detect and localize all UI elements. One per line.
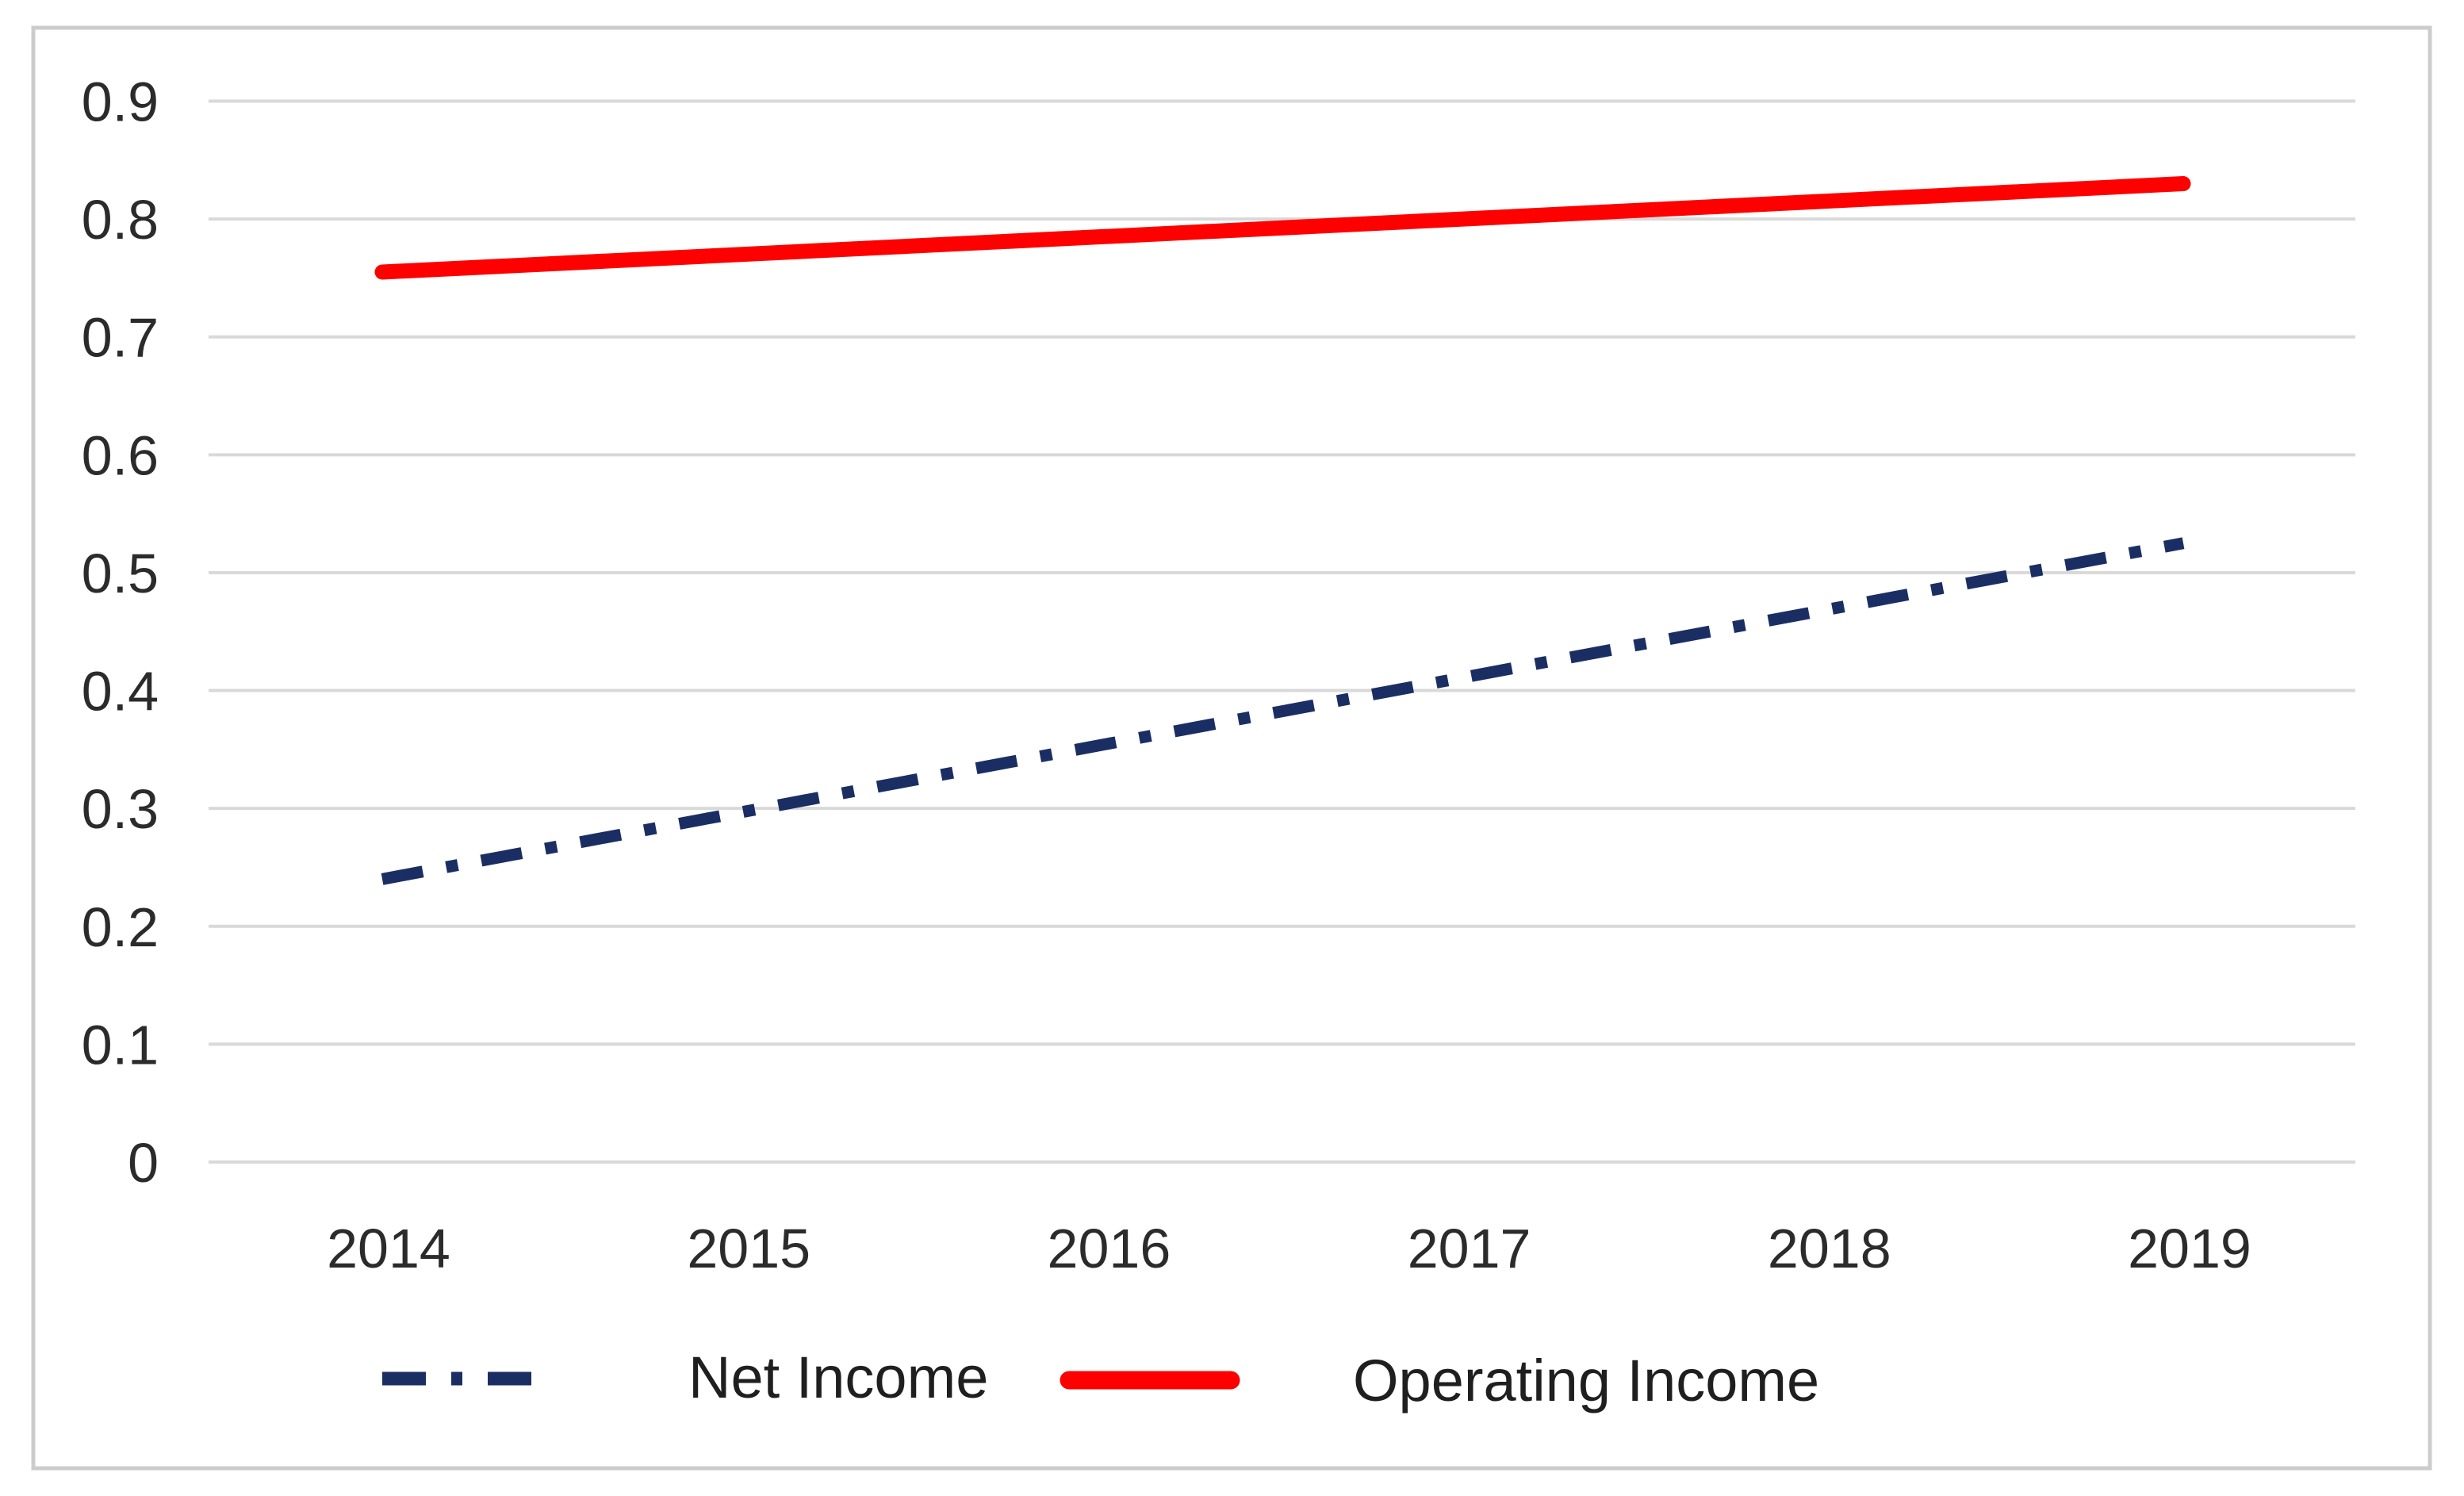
x-axis-tick-labels: 2014 2015 2016 2017 2018 2019 [327,1218,2251,1279]
x-tick-label: 2017 [1408,1218,1531,1279]
y-tick-label: 0.6 [82,424,159,486]
x-tick-label: 2014 [327,1218,450,1279]
x-tick-label: 2019 [2128,1218,2251,1279]
net-income-line [381,537,2185,885]
y-tick-label: 0.4 [82,661,159,723]
y-tick-label: 0.1 [82,1014,159,1076]
y-tick-label: 0.2 [82,896,159,958]
y-tick-label: 0.3 [82,778,159,840]
series-lines [374,176,2191,885]
x-tick-label: 2016 [1048,1218,1171,1279]
y-tick-label: 0.8 [82,189,159,251]
y-tick-label: 0 [128,1132,159,1194]
operating-income-line [374,176,2191,280]
y-axis-tick-labels: 0 0.1 0.2 0.3 0.4 0.5 0.6 0.7 0.8 0.9 [82,71,159,1195]
x-tick-label: 2015 [687,1218,810,1279]
y-tick-label: 0.5 [82,543,159,604]
y-tick-label: 0.7 [82,307,159,369]
y-tick-label: 0.9 [82,71,159,133]
x-tick-label: 2018 [1768,1218,1891,1279]
